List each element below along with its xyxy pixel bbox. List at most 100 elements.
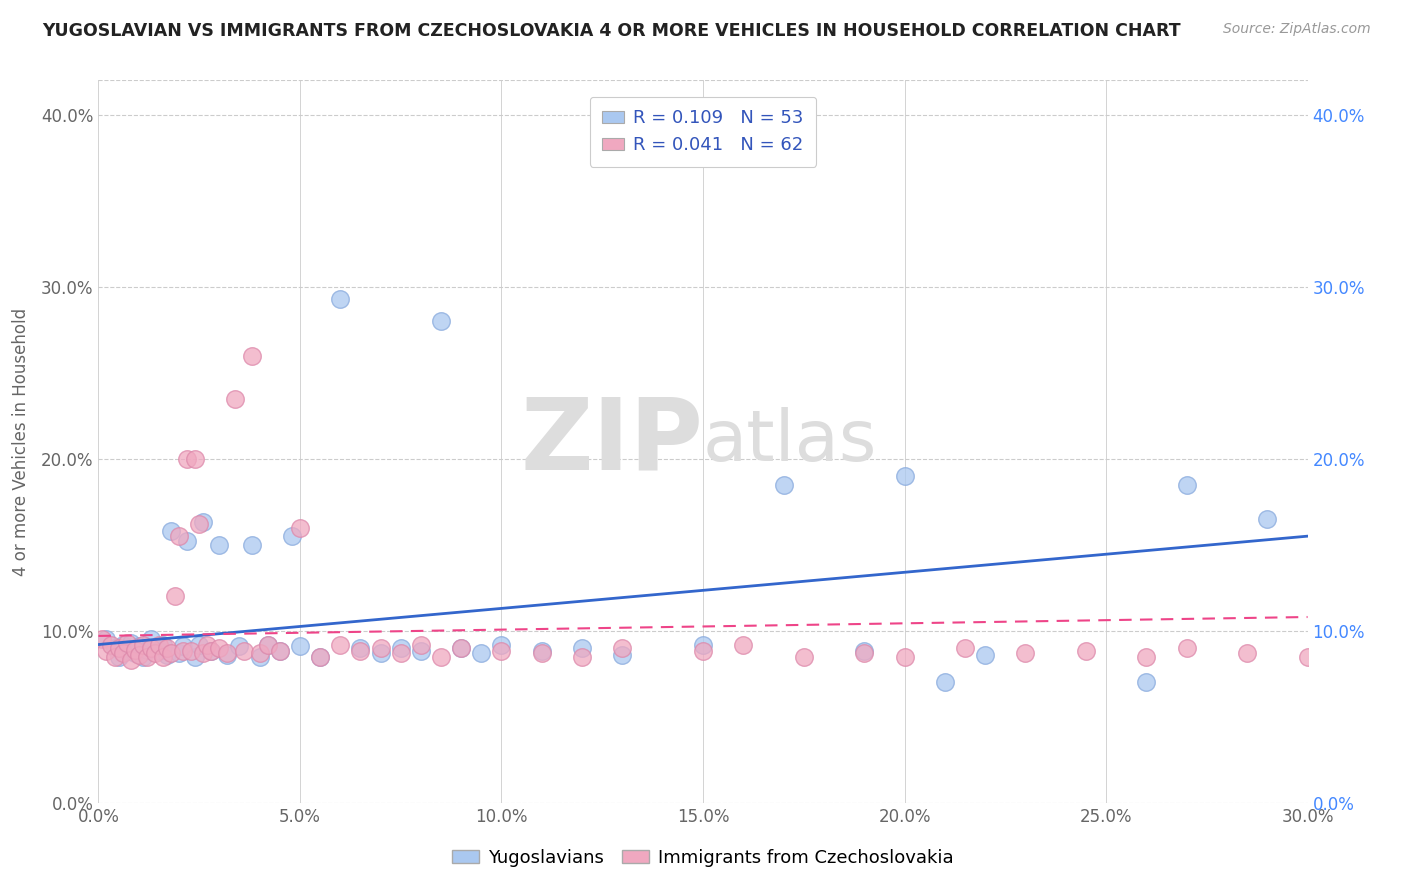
Point bbox=[772, 477, 794, 491]
Point bbox=[193, 516, 215, 530]
Point bbox=[124, 642, 146, 657]
Point bbox=[349, 640, 371, 655]
Point bbox=[853, 646, 876, 660]
Point bbox=[128, 639, 150, 653]
Point bbox=[115, 644, 138, 658]
Point bbox=[491, 644, 513, 658]
Point bbox=[148, 638, 170, 652]
Point bbox=[172, 639, 194, 653]
Point bbox=[733, 638, 755, 652]
Point bbox=[120, 653, 142, 667]
Point bbox=[188, 638, 211, 652]
Point bbox=[111, 638, 134, 652]
Point bbox=[224, 392, 246, 406]
Point bbox=[256, 638, 278, 652]
Point bbox=[184, 451, 207, 466]
Point bbox=[132, 638, 155, 652]
Point bbox=[176, 451, 198, 466]
Point bbox=[370, 646, 392, 660]
Point bbox=[111, 646, 134, 660]
Point bbox=[249, 646, 271, 660]
Point bbox=[269, 644, 291, 658]
Point bbox=[571, 649, 593, 664]
Point bbox=[143, 646, 166, 660]
Point bbox=[103, 640, 125, 655]
Point bbox=[148, 644, 170, 658]
Point bbox=[240, 538, 263, 552]
Point bbox=[288, 520, 311, 534]
Legend: R = 0.109   N = 53, R = 0.041   N = 62: R = 0.109 N = 53, R = 0.041 N = 62 bbox=[591, 96, 815, 167]
Point bbox=[200, 644, 222, 658]
Point bbox=[793, 649, 815, 664]
Text: Source: ZipAtlas.com: Source: ZipAtlas.com bbox=[1223, 22, 1371, 37]
Point bbox=[1175, 640, 1198, 655]
Point bbox=[389, 646, 412, 660]
Point bbox=[1256, 512, 1278, 526]
Point bbox=[128, 648, 150, 662]
Point bbox=[1357, 640, 1379, 655]
Point bbox=[329, 292, 352, 306]
Point bbox=[160, 524, 183, 538]
Point bbox=[530, 644, 553, 658]
Point bbox=[139, 632, 162, 647]
Point bbox=[974, 648, 997, 662]
Point bbox=[107, 649, 129, 664]
Point bbox=[120, 636, 142, 650]
Point bbox=[152, 649, 174, 664]
Point bbox=[156, 648, 179, 662]
Y-axis label: 4 or more Vehicles in Household: 4 or more Vehicles in Household bbox=[11, 308, 30, 575]
Point bbox=[430, 314, 453, 328]
Point bbox=[160, 646, 183, 660]
Text: ZIP: ZIP bbox=[520, 393, 703, 490]
Point bbox=[193, 646, 215, 660]
Point bbox=[156, 640, 179, 655]
Point bbox=[281, 529, 304, 543]
Point bbox=[208, 640, 231, 655]
Point bbox=[1175, 477, 1198, 491]
Point bbox=[430, 649, 453, 664]
Point bbox=[139, 640, 162, 655]
Point bbox=[692, 638, 714, 652]
Point bbox=[103, 649, 125, 664]
Point bbox=[612, 648, 634, 662]
Point bbox=[208, 538, 231, 552]
Point bbox=[329, 638, 352, 652]
Point bbox=[409, 638, 432, 652]
Legend: Yugoslavians, Immigrants from Czechoslovakia: Yugoslavians, Immigrants from Czechoslov… bbox=[444, 842, 962, 874]
Text: atlas: atlas bbox=[703, 407, 877, 476]
Point bbox=[232, 644, 254, 658]
Point bbox=[180, 644, 202, 658]
Point bbox=[217, 648, 239, 662]
Point bbox=[217, 646, 239, 660]
Point bbox=[124, 646, 146, 660]
Point bbox=[176, 534, 198, 549]
Point bbox=[934, 675, 956, 690]
Point bbox=[450, 640, 472, 655]
Point bbox=[349, 644, 371, 658]
Point bbox=[228, 639, 250, 653]
Point bbox=[953, 640, 976, 655]
Point bbox=[450, 640, 472, 655]
Point bbox=[107, 640, 129, 655]
Point bbox=[530, 646, 553, 660]
Point bbox=[692, 644, 714, 658]
Point bbox=[893, 649, 915, 664]
Point bbox=[612, 640, 634, 655]
Point bbox=[470, 646, 492, 660]
Point bbox=[370, 640, 392, 655]
Point bbox=[167, 529, 190, 543]
Point bbox=[256, 638, 278, 652]
Point bbox=[163, 590, 186, 604]
Point bbox=[1296, 649, 1319, 664]
Point bbox=[249, 649, 271, 664]
Point bbox=[184, 649, 207, 664]
Point bbox=[571, 640, 593, 655]
Point bbox=[853, 644, 876, 658]
Point bbox=[893, 469, 915, 483]
Point bbox=[91, 632, 114, 647]
Point bbox=[135, 649, 157, 664]
Point bbox=[96, 644, 118, 658]
Point bbox=[1135, 675, 1157, 690]
Point bbox=[409, 644, 432, 658]
Point bbox=[195, 638, 218, 652]
